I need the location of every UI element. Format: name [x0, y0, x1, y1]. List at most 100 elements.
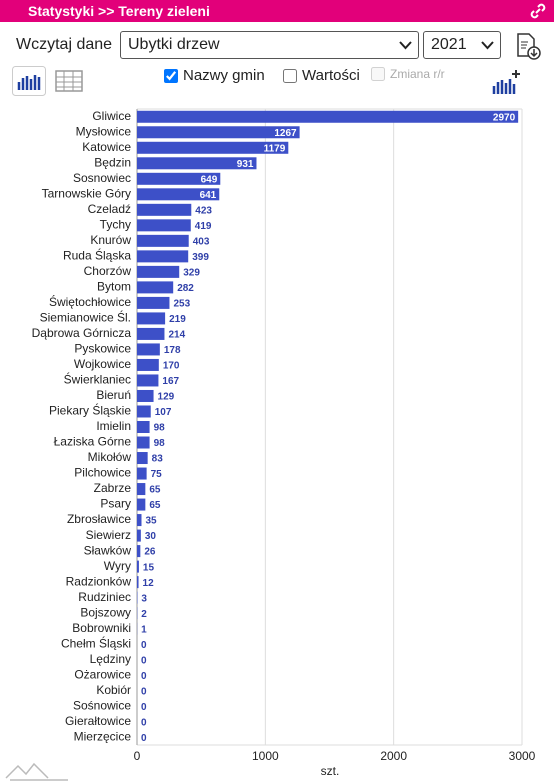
- value-label: 98: [154, 438, 166, 449]
- y-tick-label: Sławków: [84, 543, 132, 557]
- y-tick-label: Knurów: [90, 233, 131, 247]
- bar: [137, 327, 165, 340]
- value-label: 649: [201, 174, 218, 185]
- bar: [137, 374, 159, 387]
- value-label: 641: [200, 190, 217, 201]
- value-label: 15: [143, 562, 155, 573]
- value-label: 214: [168, 330, 185, 341]
- bar: [137, 203, 192, 216]
- value-label: 1: [141, 624, 147, 635]
- download-icon[interactable]: [514, 32, 542, 60]
- value-label: 98: [154, 423, 166, 434]
- y-tick-label: Mierzęcice: [74, 729, 132, 743]
- dataset-select[interactable]: Ubytki drzew: [120, 31, 419, 59]
- bar: [137, 483, 146, 496]
- y-tick-label: Ożarowice: [74, 667, 131, 681]
- value-label: 170: [163, 361, 180, 372]
- x-tick-label: 0: [134, 749, 141, 763]
- value-label: 3: [141, 593, 147, 604]
- logo: [5, 762, 68, 781]
- y-tick-label: Bojszowy: [80, 605, 131, 619]
- y-tick-label: Zabrze: [94, 481, 132, 495]
- value-label: 0: [141, 733, 147, 744]
- value-label: 0: [141, 717, 147, 728]
- y-tick-label: Świętochłowice: [49, 294, 131, 309]
- bar: [137, 343, 160, 356]
- y-tick-label: Czeladź: [88, 202, 131, 216]
- y-tick-label: Bobrowniki: [72, 621, 131, 635]
- value-label: 0: [141, 702, 147, 713]
- y-tick-label: Bytom: [97, 280, 131, 294]
- checkbox[interactable]: [371, 67, 385, 81]
- y-tick-label: Wyry: [104, 559, 131, 573]
- bar: [137, 219, 191, 232]
- y-tick-label: Sosnowiec: [73, 171, 131, 185]
- value-label: 0: [141, 686, 147, 697]
- year-select[interactable]: 2021: [423, 31, 501, 59]
- bar: [137, 405, 151, 418]
- y-tick-label: Katowice: [82, 140, 131, 154]
- bar: [137, 545, 141, 558]
- bar: [137, 358, 159, 371]
- bar: [137, 436, 150, 449]
- y-tick-label: Piekary Śląskie: [49, 403, 131, 418]
- bar: [137, 157, 257, 170]
- checkbox[interactable]: [283, 68, 297, 83]
- y-tick-label: Ruda Śląska: [63, 248, 131, 263]
- value-label: 1267: [274, 128, 297, 139]
- bar: [137, 250, 189, 263]
- value-label: 83: [152, 454, 164, 465]
- y-tick-label: Lędziny: [90, 652, 131, 666]
- x-tick-label: 1000: [252, 749, 279, 763]
- add-chart-icon[interactable]: [490, 68, 522, 96]
- value-label: 167: [162, 376, 179, 387]
- value-label: 178: [164, 345, 181, 356]
- y-tick-label: Sośnowice: [73, 698, 131, 712]
- checkbox-names[interactable]: Nazwy gmin: [164, 67, 265, 84]
- y-tick-label: Dąbrowa Górnicza: [32, 326, 132, 340]
- y-tick-label: Tychy: [100, 218, 131, 232]
- checkbox-label: Nazwy gmin: [183, 67, 265, 84]
- y-tick-label: Świerklaniec: [64, 372, 131, 387]
- bar-chart-view-button[interactable]: [12, 66, 46, 96]
- value-label: 65: [149, 500, 161, 511]
- value-label: 2970: [493, 112, 516, 123]
- value-label: 403: [193, 236, 210, 247]
- y-tick-label: Mysłowice: [76, 124, 132, 138]
- bar: [137, 265, 180, 278]
- y-tick-label: Gliwice: [92, 109, 131, 123]
- x-tick-label: 2000: [380, 749, 407, 763]
- value-label: 75: [151, 469, 163, 480]
- value-label: 419: [195, 221, 212, 232]
- link-icon[interactable]: [530, 3, 546, 19]
- checkbox-change[interactable]: Zmiana r/r: [371, 67, 445, 81]
- bar: [137, 172, 221, 185]
- checkbox-label: Wartości: [302, 67, 360, 84]
- bar: [137, 560, 139, 573]
- value-label: 0: [141, 671, 147, 682]
- bar: [137, 452, 148, 465]
- value-label: 26: [144, 547, 156, 558]
- checkbox-label: Zmiana r/r: [390, 67, 445, 81]
- y-tick-label: Wojkowice: [74, 357, 131, 371]
- header: Statystyki >> Tereny zieleni: [0, 0, 554, 22]
- bar: [137, 296, 170, 309]
- y-tick-label: Siemianowice Śl.: [40, 310, 131, 325]
- bar: [137, 421, 150, 433]
- dataset-value: Ubytki drzew: [128, 36, 220, 53]
- table-view-button[interactable]: [54, 69, 84, 93]
- bar: [137, 514, 142, 527]
- value-label: 253: [173, 299, 190, 310]
- checkbox-values[interactable]: Wartości: [283, 67, 360, 84]
- y-tick-label: Tarnowskie Góry: [42, 186, 131, 200]
- bar: [137, 126, 300, 139]
- value-label: 2: [141, 609, 147, 620]
- value-label: 35: [145, 516, 157, 527]
- y-tick-label: Pilchowice: [74, 466, 131, 480]
- y-tick-label: Imielin: [96, 419, 131, 433]
- y-tick-label: Radzionków: [66, 574, 132, 588]
- checkbox[interactable]: [164, 68, 178, 83]
- value-label: 0: [141, 655, 147, 666]
- x-axis-label: szt.: [321, 764, 340, 778]
